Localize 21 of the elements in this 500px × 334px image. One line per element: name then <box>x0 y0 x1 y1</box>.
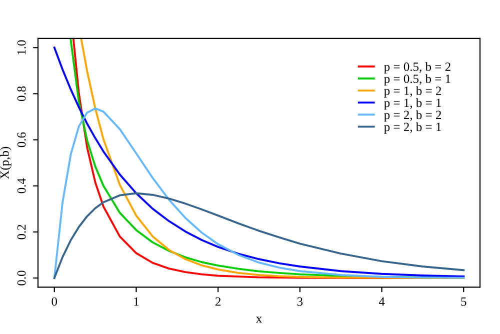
y-tick-label: 0.4 <box>17 178 26 194</box>
y-axis-title: X(p,b) <box>0 146 12 180</box>
x-tick-label: 3 <box>297 297 303 306</box>
y-tick-label: 0.0 <box>17 270 26 286</box>
x-axis-title: x <box>256 316 262 323</box>
legend-label: p = 0.5, b = 2 <box>384 62 450 74</box>
line-series <box>53 192 465 279</box>
y-tick-label: 0.8 <box>17 86 26 102</box>
legend-label: p = 2, b = 2 <box>384 110 442 122</box>
legend-label: p = 2, b = 1 <box>384 122 441 134</box>
x-tick-label: 5 <box>461 297 466 306</box>
x-tick-label: 0 <box>52 297 58 306</box>
legend-label: p = 1, b = 2 <box>384 86 442 98</box>
x-tick-label: 4 <box>378 297 385 306</box>
y-tick-label: 1.0 <box>17 40 26 54</box>
y-tick-label: 0.6 <box>17 132 26 148</box>
legend-label: p = 0.5, b = 1 <box>384 74 450 86</box>
x-tick-label: 1 <box>134 297 139 306</box>
y-tick-label: 0.2 <box>17 224 26 240</box>
x-tick-label: 2 <box>216 297 221 306</box>
legend-label: p = 1, b = 1 <box>384 98 441 110</box>
